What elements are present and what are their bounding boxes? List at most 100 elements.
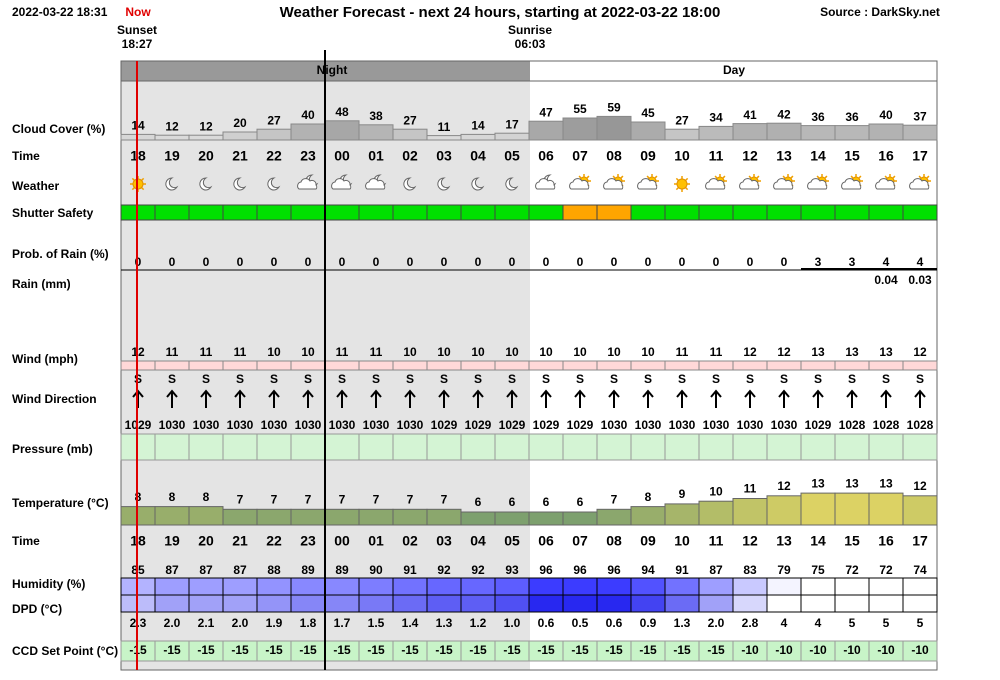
dpd: 0.5 xyxy=(572,616,589,630)
dpd: 0.6 xyxy=(606,616,623,630)
dpd: 2.0 xyxy=(164,616,181,630)
hour: 17 xyxy=(912,148,928,164)
dpd-bar xyxy=(222,594,258,613)
temperature: 6 xyxy=(509,495,516,509)
row-label: Weather xyxy=(12,179,59,193)
wind-arrow xyxy=(370,389,382,408)
pressure: 1030 xyxy=(669,418,696,432)
temp-bar xyxy=(732,498,768,526)
cloud xyxy=(875,178,896,190)
rain-prob: 0 xyxy=(509,255,516,269)
cloud xyxy=(569,178,590,190)
hour: 02 xyxy=(402,533,418,549)
ccd: -15 xyxy=(605,643,623,657)
humidity-bar xyxy=(426,577,462,596)
sun-ray xyxy=(685,177,689,181)
hour: 23 xyxy=(300,533,316,549)
dpd-bar xyxy=(868,594,904,613)
weather-icon xyxy=(365,174,387,190)
humidity-bar xyxy=(222,577,258,596)
temp-bar xyxy=(766,495,802,526)
cloud-bar xyxy=(596,115,632,141)
sun-ray xyxy=(675,187,679,191)
cloud xyxy=(807,178,828,190)
pressure: 1030 xyxy=(635,418,662,432)
ccd: -10 xyxy=(809,643,827,657)
pressure: 1028 xyxy=(839,418,866,432)
humidity: 83 xyxy=(743,563,757,577)
temp-bar xyxy=(800,492,836,526)
humidity: 96 xyxy=(607,563,621,577)
sun-ray xyxy=(892,175,896,179)
pressure-cell xyxy=(834,433,870,461)
wind-arrow xyxy=(438,389,450,408)
humidity: 85 xyxy=(131,563,145,577)
wind-dir: S xyxy=(882,372,890,386)
shutter-cell xyxy=(188,204,224,221)
wind-cell xyxy=(528,360,564,371)
wind-cell xyxy=(698,360,734,371)
rain-prob: 0 xyxy=(475,255,482,269)
ccd: -15 xyxy=(503,643,521,657)
shutter-cell xyxy=(324,204,360,221)
wind: 13 xyxy=(879,345,893,359)
row-label: DPD (°C) xyxy=(12,602,62,616)
weather-icon xyxy=(674,176,690,192)
wind: 10 xyxy=(573,345,587,359)
dpd: 1.5 xyxy=(368,616,385,630)
wind-dir: S xyxy=(916,372,924,386)
ccd: -15 xyxy=(367,643,385,657)
weather-icon xyxy=(403,177,417,191)
dpd-bar xyxy=(766,594,802,613)
wind-arrow xyxy=(404,389,416,408)
hour: 18 xyxy=(130,148,146,164)
ccd: -10 xyxy=(911,643,929,657)
cloud-bar xyxy=(868,123,904,141)
cloud-bar xyxy=(834,125,870,141)
cloud-bar xyxy=(358,124,394,141)
wind-arrow xyxy=(506,389,518,408)
cloud xyxy=(331,178,352,190)
rain-prob: 0 xyxy=(543,255,550,269)
ccd: -15 xyxy=(197,643,215,657)
rain-prob: 4 xyxy=(917,255,924,269)
rain-prob: 0 xyxy=(203,255,210,269)
humidity: 87 xyxy=(199,563,213,577)
rain-prob-bar xyxy=(835,268,869,270)
moon xyxy=(267,177,281,191)
dpd-bar xyxy=(528,594,564,613)
hour: 10 xyxy=(674,148,690,164)
hour: 19 xyxy=(164,533,180,549)
weather-icon xyxy=(535,174,557,190)
dpd: 4 xyxy=(781,616,788,630)
wind-dir: S xyxy=(542,372,550,386)
weather-icon xyxy=(199,177,213,191)
cloud-value: 36 xyxy=(811,110,825,124)
ccd: -15 xyxy=(265,643,283,657)
temp-bar xyxy=(324,508,360,526)
temperature: 7 xyxy=(237,492,244,506)
humidity-bar xyxy=(902,577,938,596)
cloud-bar xyxy=(664,128,700,141)
hour: 19 xyxy=(164,148,180,164)
hour: 07 xyxy=(572,148,588,164)
hour: 11 xyxy=(709,148,724,164)
humidity-bar xyxy=(562,577,598,596)
sun-ray xyxy=(714,175,718,179)
hour: 03 xyxy=(436,533,452,549)
row-label: Wind (mph) xyxy=(12,352,78,366)
wind-arrow xyxy=(608,389,620,408)
humidity: 92 xyxy=(437,563,451,577)
cloud-value: 12 xyxy=(165,119,179,133)
sun-ray xyxy=(586,175,590,179)
cloud-value: 27 xyxy=(403,113,417,127)
source: Source : DarkSky.net xyxy=(820,5,940,19)
ccd: -15 xyxy=(299,643,317,657)
row-label: Cloud Cover (%) xyxy=(12,122,105,136)
temperature: 8 xyxy=(135,490,142,504)
wind-dir: S xyxy=(508,372,516,386)
wind-dir: S xyxy=(202,372,210,386)
wind-arrow xyxy=(166,389,178,408)
dpd: 1.4 xyxy=(402,616,419,630)
cloud-value: 20 xyxy=(233,116,247,130)
